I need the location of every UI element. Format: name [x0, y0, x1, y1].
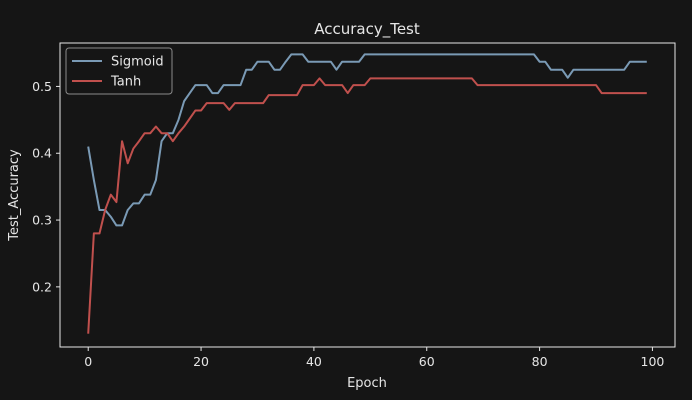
y-axis: 0.2 0.3 0.4 0.5 [32, 79, 60, 294]
x-tick-label: 40 [306, 354, 322, 369]
x-axis: 0 20 40 60 80 100 [84, 347, 664, 369]
plot-frame [59, 42, 676, 348]
legend-label-sigmoid: Sigmoid [111, 55, 164, 70]
x-axis-label: Epoch [347, 376, 387, 391]
legend-box [65, 47, 173, 95]
y-tick-label: 0.5 [32, 79, 52, 94]
x-tick-label: 100 [641, 354, 665, 369]
x-tick-label: 80 [532, 354, 548, 369]
x-tick-label: 20 [193, 354, 209, 369]
y-tick-label: 0.4 [32, 146, 52, 161]
x-tick-label: 60 [419, 354, 435, 369]
y-axis-label: Test_Accuracy [7, 149, 22, 242]
x-tick-label: 0 [84, 354, 92, 369]
series-lines [87, 53, 647, 334]
chart-title: Accuracy_Test [314, 20, 420, 39]
y-tick-label: 0.3 [32, 213, 52, 228]
legend-label-tanh: Tanh [110, 75, 141, 90]
series-line-tanh [87, 77, 647, 334]
series-line-sigmoid [87, 53, 647, 227]
y-tick-label: 0.2 [32, 279, 52, 294]
legend: Sigmoid Tanh [65, 47, 173, 95]
